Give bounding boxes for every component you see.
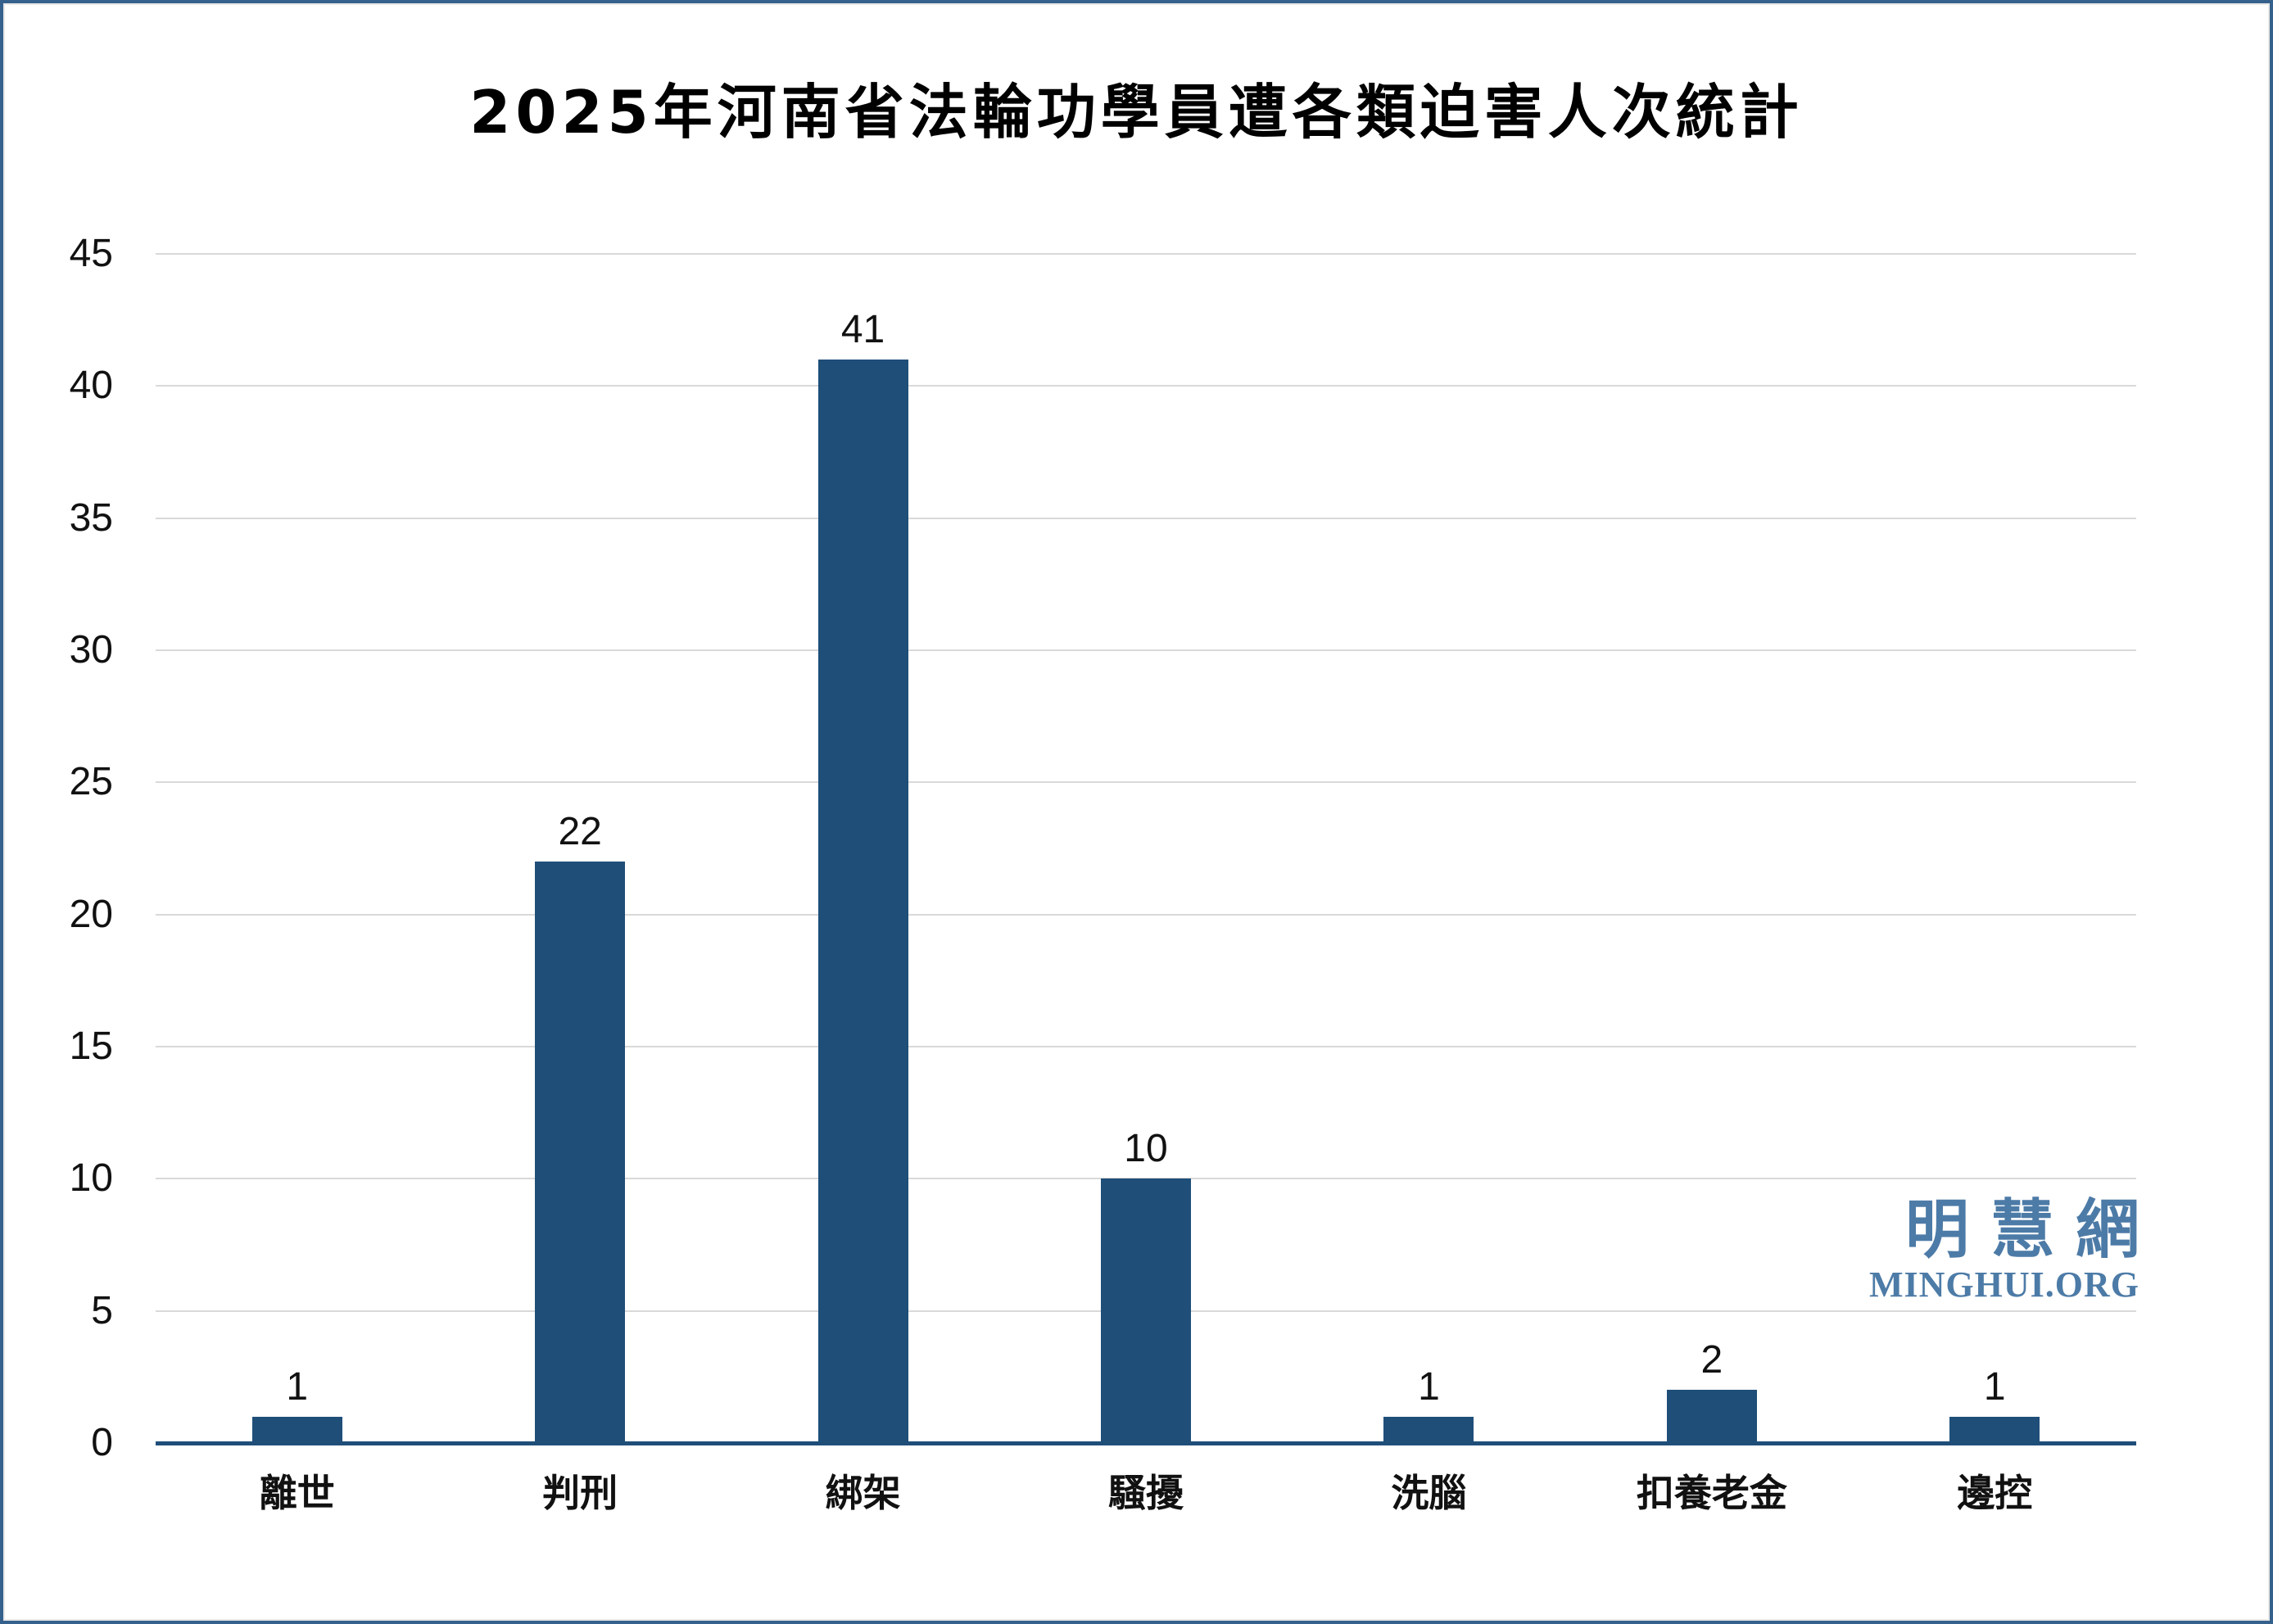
x-axis-category-label: 綁架 [825,1471,901,1515]
gridline [156,913,2136,916]
chart-title: 2025年河南省法輪功學員遭各類迫害人次統計 [469,78,1804,147]
x-axis-category-label: 離世 [259,1471,335,1515]
y-axis-tick-label: 20 [69,892,113,936]
bar-value-label: 10 [1124,1127,1168,1171]
y-axis-tick-label: 0 [91,1421,113,1464]
x-axis-category-label: 騷擾 [1108,1471,1184,1515]
y-axis-tick-label: 35 [69,495,113,540]
y-axis-tick-label: 40 [69,364,113,408]
bar-value-label: 1 [1418,1364,1440,1409]
bar [1949,1416,2040,1443]
bar-value-label: 2 [1700,1338,1723,1382]
bar [251,1416,342,1443]
y-axis-tick-label: 25 [69,760,113,804]
x-axis-category-label: 邊控 [1957,1471,2033,1515]
bar [535,862,626,1443]
bar [817,360,908,1443]
y-axis-tick-label: 15 [69,1025,113,1068]
y-axis-tick-label: 5 [91,1288,113,1332]
y-axis-tick-label: 45 [69,232,113,275]
gridline [156,517,2136,519]
bar-value-label: 1 [286,1364,309,1409]
x-axis-category-label: 洗腦 [1391,1471,1467,1515]
bar-value-label: 41 [840,308,885,352]
bar-value-label: 1 [1983,1364,2006,1409]
gridline [156,1046,2136,1047]
gridline [156,253,2136,255]
bar [1101,1178,1191,1443]
minghui-watermark: 明慧網 MINGHUI.ORG [1869,1197,2139,1305]
bar [1383,1416,1474,1443]
gridline [156,385,2136,387]
bar-value-label: 22 [558,810,602,854]
watermark-cjk-text: 明慧網 [1904,1193,2161,1267]
gridline [156,649,2136,651]
y-axis-tick-label: 10 [69,1156,113,1201]
bar [1666,1390,1757,1443]
x-axis-category-label: 判刑 [542,1471,618,1515]
y-axis-tick-label: 30 [69,628,113,672]
x-axis-line [156,1441,2136,1445]
x-axis-category-label: 扣養老金 [1636,1471,1787,1515]
watermark-latin-text: MINGHUI.ORG [1869,1264,2139,1305]
gridline [156,781,2136,784]
